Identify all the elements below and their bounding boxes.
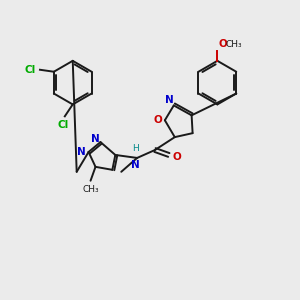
Text: O: O: [218, 39, 227, 49]
Text: Cl: Cl: [57, 120, 68, 130]
Text: N: N: [77, 147, 86, 157]
Text: O: O: [173, 152, 182, 162]
Text: H: H: [132, 144, 139, 153]
Text: N: N: [131, 160, 140, 170]
Text: CH₃: CH₃: [82, 185, 99, 194]
Text: Cl: Cl: [25, 65, 36, 75]
Text: N: N: [165, 95, 174, 106]
Text: N: N: [91, 134, 100, 144]
Text: CH₃: CH₃: [225, 40, 242, 49]
Text: O: O: [154, 115, 162, 125]
